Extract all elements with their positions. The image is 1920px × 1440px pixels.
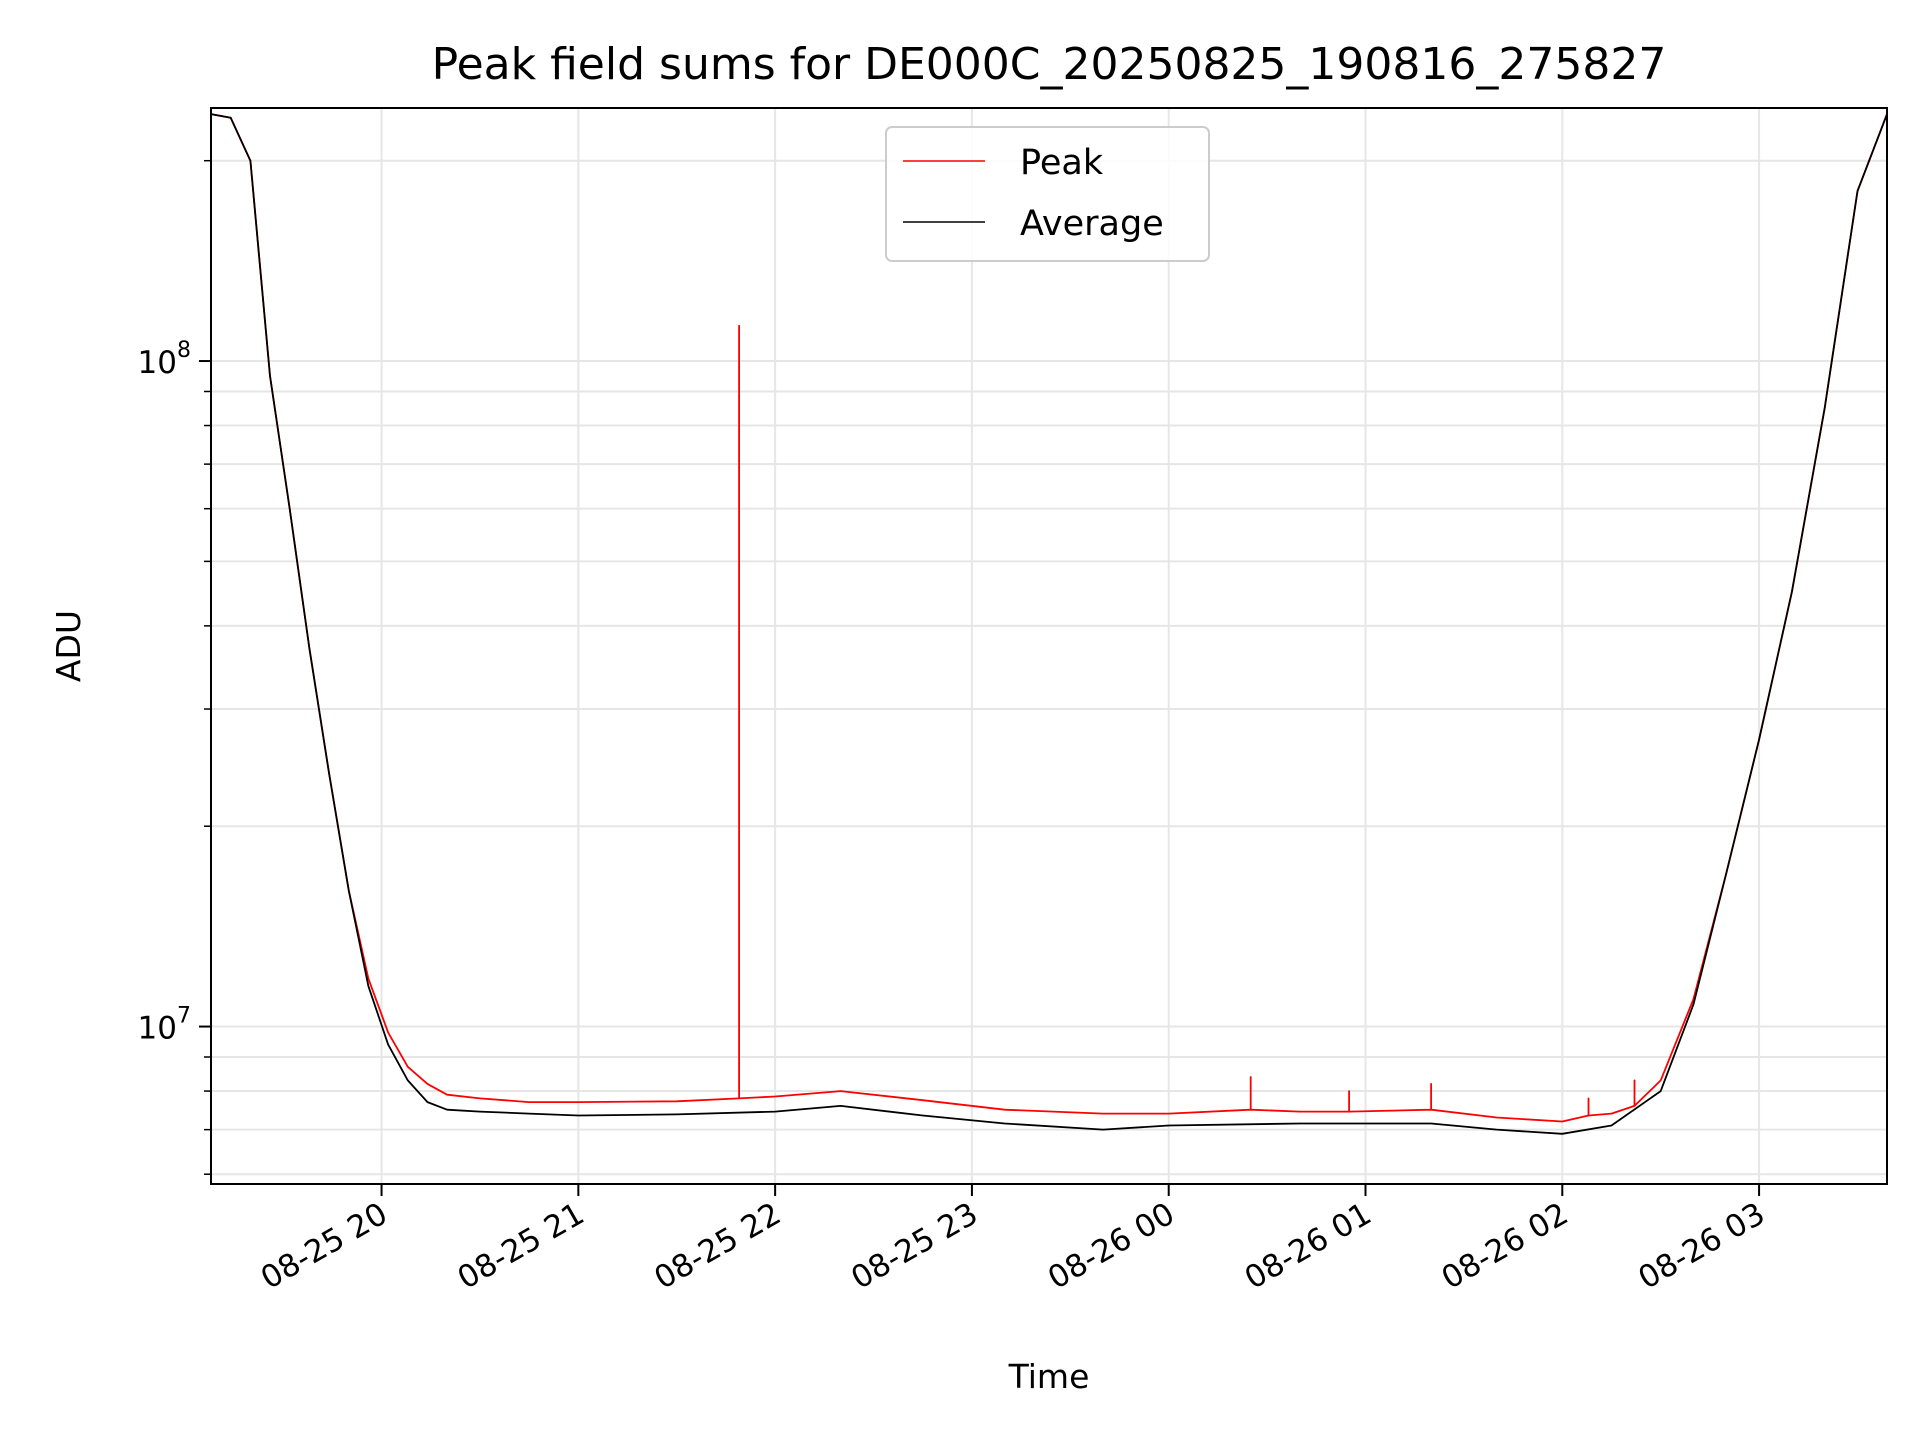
chart-title: Peak field sums for DE000C_20250825_1908… xyxy=(432,39,1667,90)
y-axis-label: ADU xyxy=(49,610,88,682)
series-lines xyxy=(210,113,1888,1135)
y-tick-label: 108 xyxy=(138,338,191,381)
series-line-average xyxy=(210,113,1888,1135)
series-line-peak xyxy=(210,113,1888,1123)
y-axis-ticks: 107 108 xyxy=(138,159,211,1175)
legend-label-average: Average xyxy=(1020,204,1164,244)
legend: Peak Average xyxy=(885,126,1210,262)
plot-frame xyxy=(210,107,1888,1185)
y-tick-label: 107 xyxy=(138,1004,191,1047)
legend-label-peak: Peak xyxy=(1020,143,1104,183)
x-axis-label: Time xyxy=(1008,1357,1090,1396)
grid-lines xyxy=(211,108,1887,1184)
